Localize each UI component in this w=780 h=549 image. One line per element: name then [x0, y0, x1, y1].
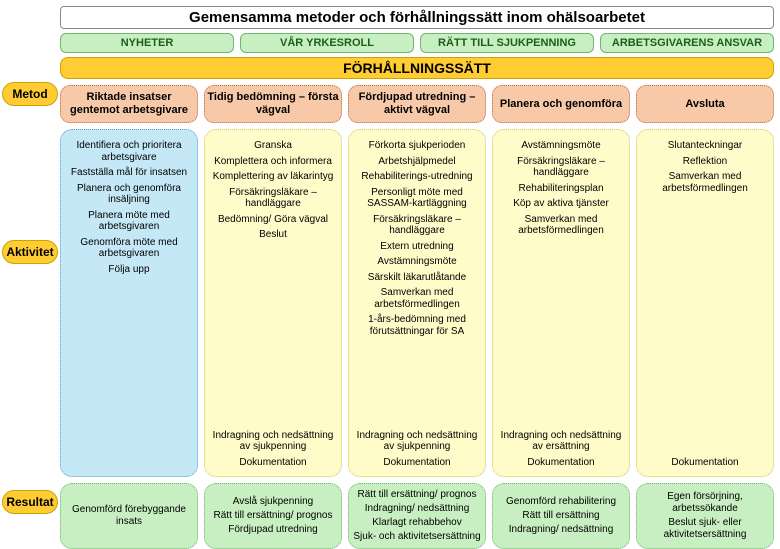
- activity-item: Planera möte med arbetsgivaren: [65, 210, 193, 233]
- method-row: Riktade insatser gentemot arbetsgivare T…: [60, 85, 774, 123]
- activity-row: Identifiera och prioritera arbetsgivare F…: [60, 129, 774, 477]
- activity-item: Granska: [209, 140, 337, 152]
- tab-sjukpenning[interactable]: RÄTT TILL SJUKPENNING: [420, 33, 594, 53]
- activity-item: Genomföra möte med arbetsgivaren: [65, 237, 193, 260]
- page-title: Gemensamma metoder och förhållningssätt …: [60, 6, 774, 29]
- side-label-result: Resultat: [2, 490, 58, 514]
- activity-item: Slutanteckningar: [641, 140, 769, 152]
- activity-item: Indragning och nedsättning av sjukpennin…: [209, 430, 337, 453]
- tab-arbetsgivarens[interactable]: ARBETSGIVARENS ANSVAR: [600, 33, 774, 53]
- activity-item: Arbetshjälpmedel: [353, 156, 481, 168]
- result-item: Rätt till ersättning/ prognos: [351, 489, 483, 501]
- result-item: Indragning/ nedsättning: [495, 524, 627, 536]
- activity-item: Samverkan med arbetsförmedlingen: [353, 287, 481, 310]
- activity-item: 1-års-bedömning med förutsättningar för …: [353, 314, 481, 337]
- side-label-method: Metod: [2, 82, 58, 106]
- activity-cell-1: Granska Komplettera och informera Komplett…: [204, 129, 342, 477]
- activity-item: Komplettering av läkarintyg: [209, 171, 337, 183]
- result-cell-1: Avslå sjukpenning Rätt till ersättning/ p…: [204, 483, 342, 549]
- tab-yrkesroll[interactable]: VÅR YRKESROLL: [240, 33, 414, 53]
- side-label-activity: Aktivitet: [2, 240, 58, 264]
- activity-item: Planera och genomföra insäljning: [65, 183, 193, 206]
- activity-item: Följa upp: [65, 264, 193, 276]
- method-cell-1: Tidig bedömning – första vägval: [204, 85, 342, 123]
- page: Gemensamma metoder och förhållningssätt …: [0, 0, 780, 540]
- activity-item: Bedömning/ Göra vägval: [209, 214, 337, 226]
- result-item: Indragning/ nedsättning: [351, 503, 483, 515]
- activity-item: Reflektion: [641, 156, 769, 168]
- activity-item: Köp av aktiva tjänster: [497, 198, 625, 210]
- activity-cell-4: Slutanteckningar Reflektion Samverkan med …: [636, 129, 774, 477]
- approach-bar: FÖRHÅLLNINGSSÄTT: [60, 57, 774, 79]
- activity-item: Extern utredning: [353, 241, 481, 253]
- result-item: Rätt till ersättning/ prognos: [207, 510, 339, 522]
- activity-item: Identifiera och prioritera arbetsgivare: [65, 140, 193, 163]
- result-item: Genomförd förebyggande insats: [63, 504, 195, 528]
- method-cell-3: Planera och genomföra: [492, 85, 630, 123]
- result-item: Avslå sjukpenning: [207, 496, 339, 508]
- activity-cell-2: Förkorta sjukperioden Arbetshjälpmedel Reh…: [348, 129, 486, 477]
- method-cell-4: Avsluta: [636, 85, 774, 123]
- tab-nyheter[interactable]: NYHETER: [60, 33, 234, 53]
- activity-item: Indragning och nedsättning av sjukpennin…: [353, 430, 481, 453]
- method-cell-2: Fördjupad utredning – aktivt vägval: [348, 85, 486, 123]
- activity-item: Personligt möte med SASSAM-kartläggning: [353, 187, 481, 210]
- activity-cell-3: Avstämningsmöte Försäkringsläkare – handl…: [492, 129, 630, 477]
- activity-item: Samverkan med arbetsförmedlingen: [497, 214, 625, 237]
- result-item: Rätt till ersättning: [495, 510, 627, 522]
- result-item: Egen försörjning, arbetssökande: [639, 491, 771, 515]
- activity-item: Avstämningsmöte: [497, 140, 625, 152]
- activity-item: Avstämningsmöte: [353, 256, 481, 268]
- activity-item: Förkorta sjukperioden: [353, 140, 481, 152]
- activity-item: Försäkringsläkare – handläggare: [209, 187, 337, 210]
- result-item: Sjuk- och aktivitetsersättning: [351, 531, 483, 543]
- result-row: Genomförd förebyggande insats Avslå sjuk…: [60, 483, 774, 549]
- activity-item: Indragning och nedsättning av ersättning: [497, 430, 625, 453]
- result-item: Beslut sjuk- eller aktivitetsersättning: [639, 517, 771, 541]
- activity-item: Försäkringsläkare – handläggare: [497, 156, 625, 179]
- activity-item: Dokumentation: [209, 457, 337, 469]
- activity-item: Dokumentation: [353, 457, 481, 469]
- activity-item: Försäkringsläkare – handläggare: [353, 214, 481, 237]
- activity-item: Samverkan med arbetsförmedlingen: [641, 171, 769, 194]
- method-cell-0: Riktade insatser gentemot arbetsgivare: [60, 85, 198, 123]
- activity-item: Dokumentation: [497, 457, 625, 469]
- activity-cell-0: Identifiera och prioritera arbetsgivare F…: [60, 129, 198, 477]
- activity-item: Särskilt läkarutlåtande: [353, 272, 481, 284]
- activity-item: Dokumentation: [641, 457, 769, 469]
- activity-item: Rehabiliteringsplan: [497, 183, 625, 195]
- result-cell-4: Egen försörjning, arbetssökandeBeslut sj…: [636, 483, 774, 549]
- result-item: Fördjupad utredning: [207, 524, 339, 536]
- activity-item: Rehabiliterings-utredning: [353, 171, 481, 183]
- activity-item: Beslut: [209, 229, 337, 241]
- tabs-row: NYHETER VÅR YRKESROLL RÄTT TILL SJUKPENN…: [60, 33, 774, 53]
- result-item: Genomförd rehabilitering: [495, 496, 627, 508]
- result-cell-2: Rätt till ersättning/ prognos Indragning/…: [348, 483, 486, 549]
- activity-item: Fastställa mål för insatsen: [65, 167, 193, 179]
- result-cell-0: Genomförd förebyggande insats: [60, 483, 198, 549]
- result-item: Klarlagt rehabbehov: [351, 517, 483, 529]
- activity-item: Komplettera och informera: [209, 156, 337, 168]
- result-cell-3: Genomförd rehabilitering Rätt till ersätt…: [492, 483, 630, 549]
